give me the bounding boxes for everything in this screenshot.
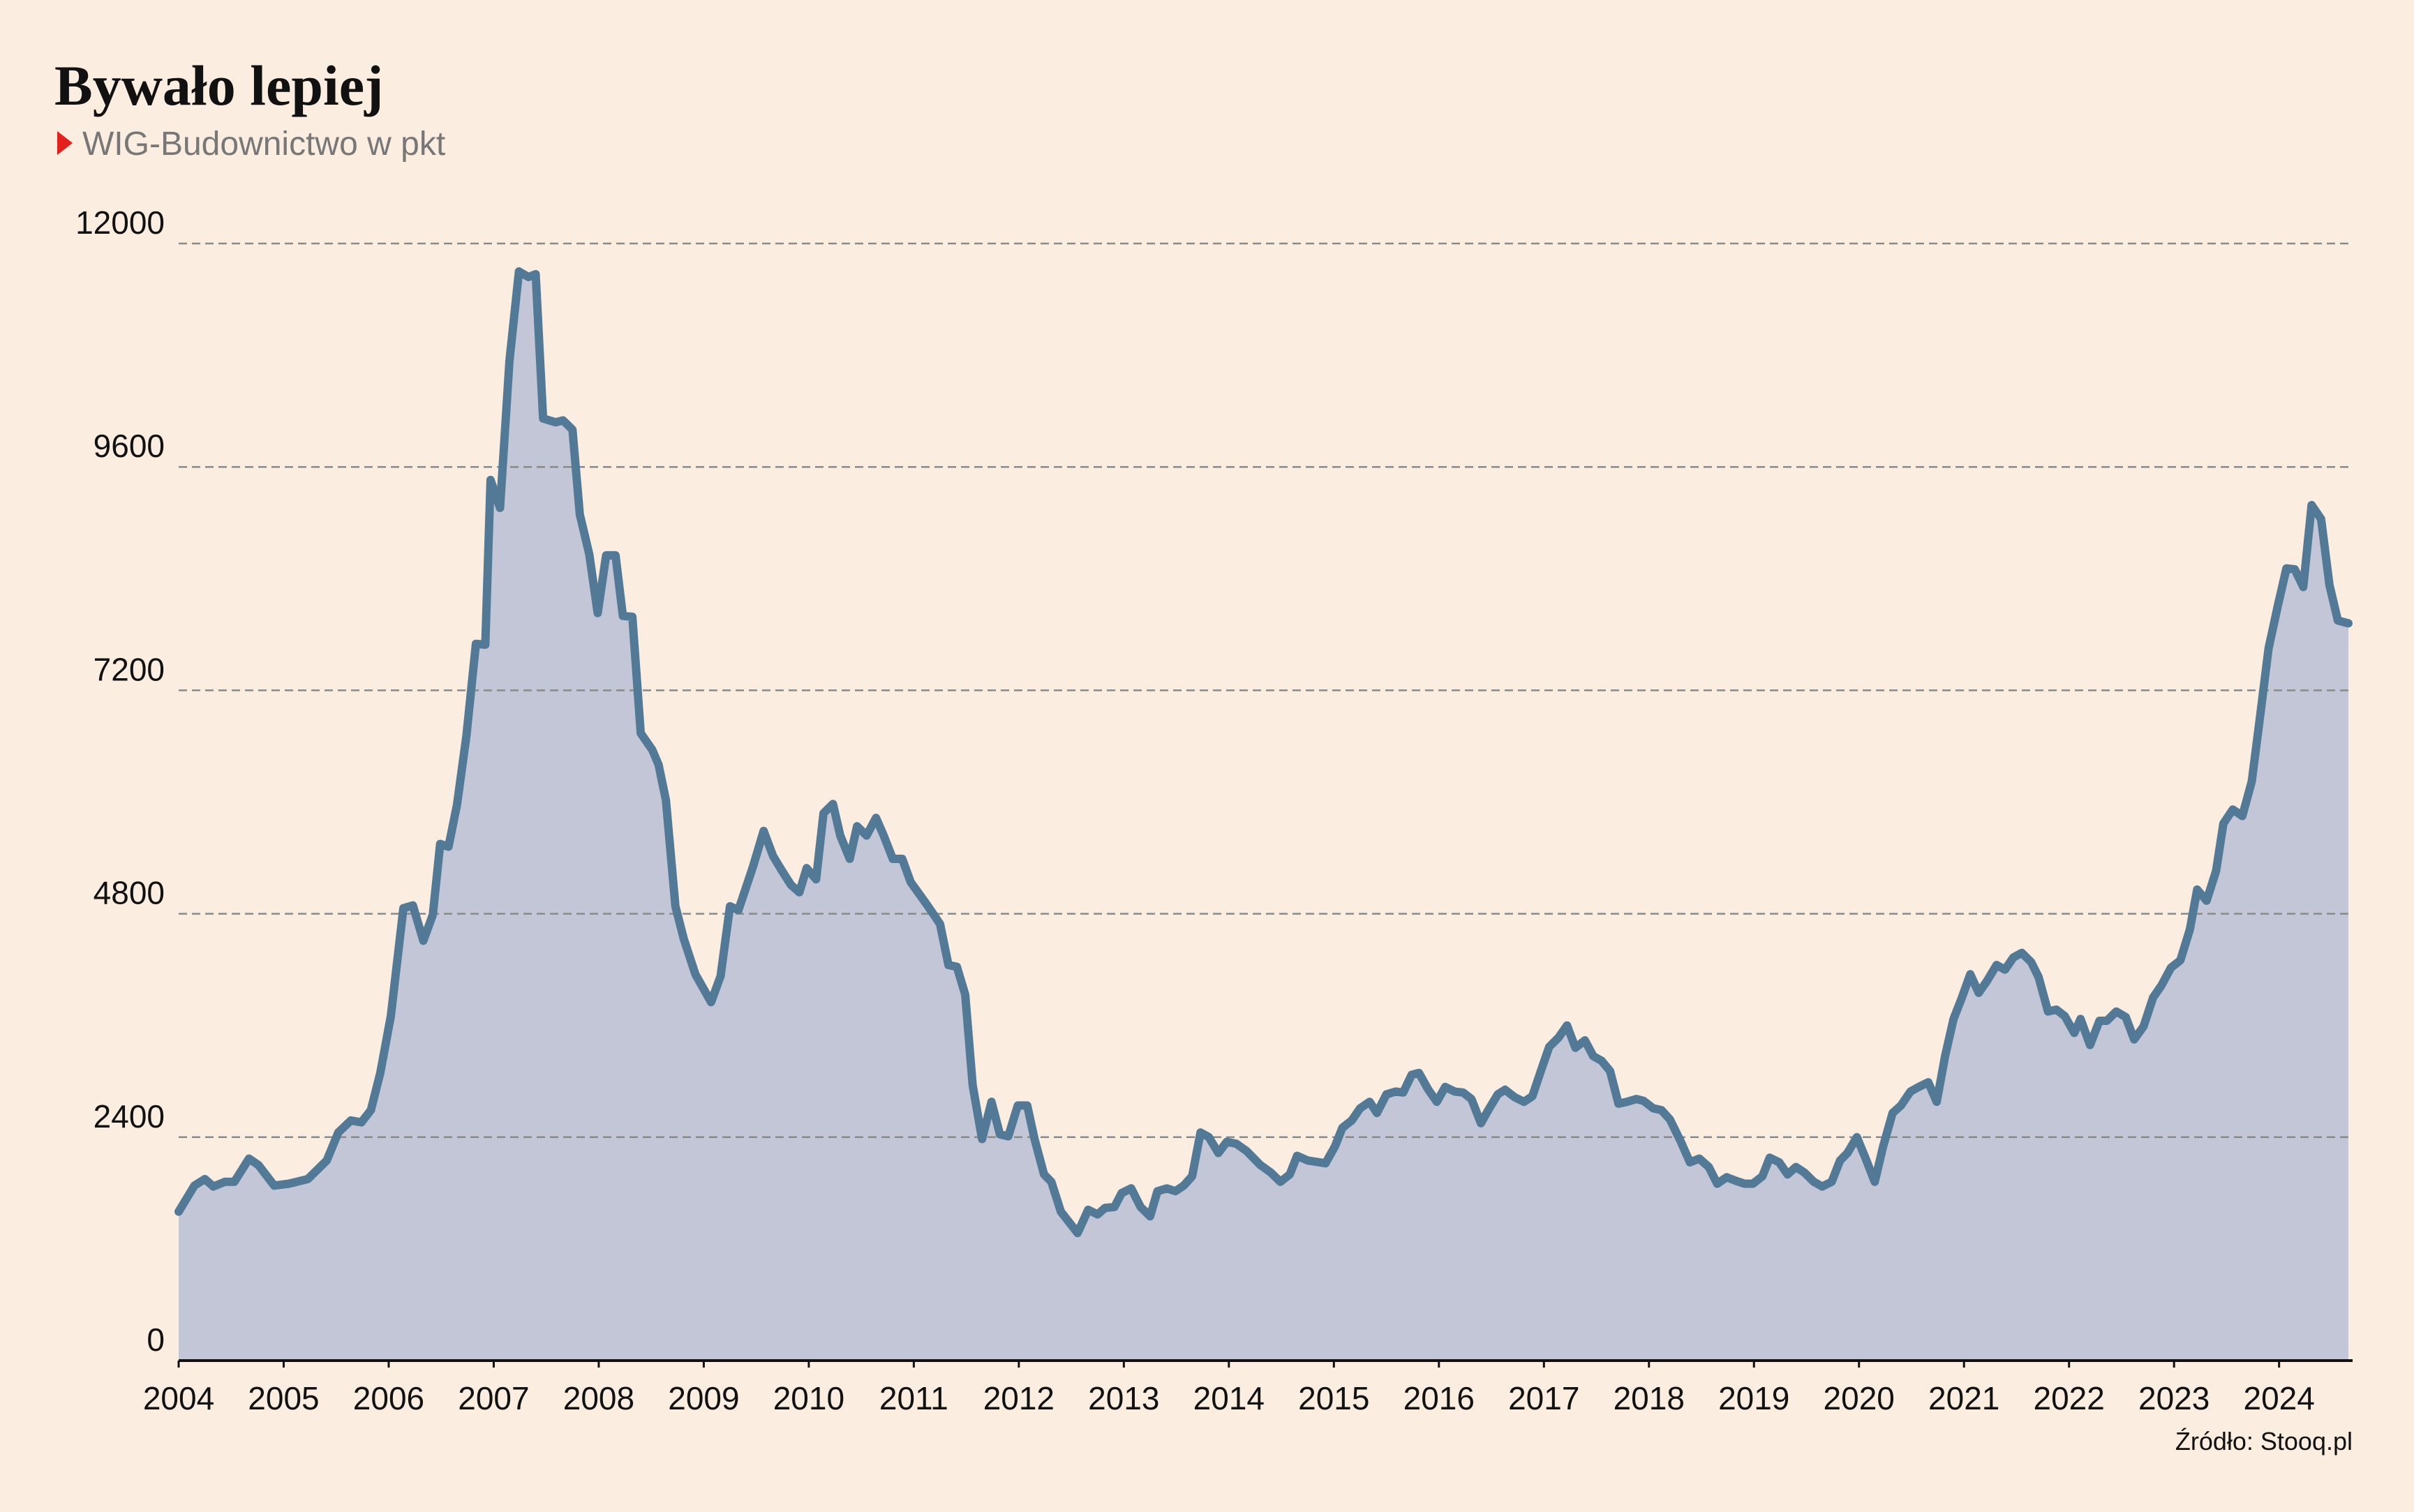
- chart-title: Bywało lepiej: [54, 54, 383, 117]
- chart-subtitle: WIG-Budownictwo w pkt: [82, 126, 445, 163]
- y-tick-label: 12000: [75, 204, 165, 241]
- y-tick-label: 4800: [94, 875, 165, 911]
- x-tick-label: 2019: [1718, 1380, 1789, 1416]
- x-tick-label: 2023: [2138, 1380, 2210, 1416]
- subtitle-marker: [57, 131, 73, 155]
- y-tick-label: 2400: [94, 1098, 165, 1135]
- x-tick-label: 2012: [983, 1380, 1055, 1416]
- x-tick-label: 2020: [1824, 1380, 1895, 1416]
- x-tick-label: 2014: [1193, 1380, 1265, 1416]
- y-tick-label: 9600: [94, 428, 165, 464]
- x-tick-label: 2015: [1298, 1380, 1369, 1416]
- x-tick-label: 2011: [879, 1380, 948, 1416]
- y-tick-label: 0: [147, 1322, 165, 1358]
- x-tick-label: 2007: [458, 1380, 529, 1416]
- x-tick-label: 2013: [1088, 1380, 1159, 1416]
- x-tick-label: 2006: [353, 1380, 424, 1416]
- line: [174, 267, 2353, 1238]
- x-tick-label: 2005: [248, 1380, 319, 1416]
- x-tick-label: 2009: [668, 1380, 739, 1416]
- x-tick-label: 2022: [2034, 1380, 2105, 1416]
- x-tick-label: 2018: [1614, 1380, 1685, 1416]
- x-tick-label: 2017: [1508, 1380, 1579, 1416]
- x-tick-label: 2024: [2243, 1380, 2314, 1416]
- area: [179, 271, 2348, 1361]
- x-tick-label: 2016: [1403, 1380, 1475, 1416]
- x-tick-label: 2021: [1928, 1380, 1999, 1416]
- source: Źródło: Stooq.pl: [2175, 1427, 2353, 1455]
- x-tick-label: 2004: [143, 1380, 214, 1416]
- x-tick-label: 2010: [773, 1380, 844, 1416]
- y-tick-label: 7200: [94, 651, 165, 687]
- x-tick-label: 2008: [563, 1380, 634, 1416]
